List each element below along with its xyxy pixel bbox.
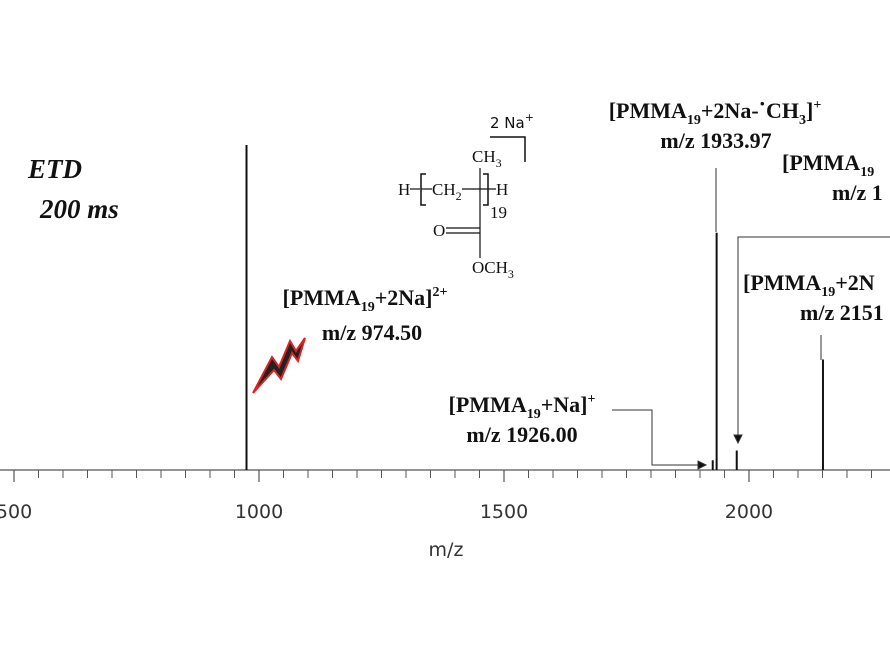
ch2: CH2	[432, 180, 462, 203]
annotation-mz: m/z 2151	[800, 300, 884, 325]
ion-label: 2 Na+	[490, 111, 534, 132]
h-left: H	[398, 180, 410, 199]
annotation-mz: m/z 1	[832, 180, 883, 205]
x-tick-label: 1500	[480, 501, 528, 523]
bracket-right	[483, 173, 489, 206]
lightning-icon	[252, 337, 306, 394]
x-axis-label: m/z	[429, 539, 464, 561]
method-time: 200 ms	[39, 194, 119, 224]
structure: 2 Na+ CH3 H CH2 H 19 O OCH3	[398, 111, 534, 281]
leader-line	[612, 409, 700, 466]
ester: OCH3	[472, 258, 514, 281]
arrow-head	[697, 460, 708, 470]
annotation-mz: m/z 1926.00	[466, 422, 577, 447]
annotation-title: [PMMA19+2Na]2+	[283, 285, 448, 315]
ion-bracket	[490, 136, 526, 162]
x-tick-label: 2000	[725, 501, 773, 523]
arrow-head	[733, 434, 743, 445]
annotation-mz: m/z 974.50	[322, 320, 422, 345]
annotation-mz: m/z 1933.97	[660, 128, 771, 153]
leaders	[612, 168, 890, 470]
x-tick-label: 500	[0, 501, 32, 523]
repeat-n: 19	[490, 203, 507, 222]
method-label: ETD	[27, 154, 82, 184]
annotation-title: [PMMA19	[782, 150, 874, 180]
annotation-title: [PMMA19+Na]+	[449, 392, 596, 422]
x-tick-label: 1000	[235, 501, 283, 523]
methyl: CH3	[472, 147, 502, 170]
annotation-title: [PMMA19+2N	[743, 270, 875, 300]
annotation-title: [PMMA19+2Na-·CH3]+	[609, 91, 822, 128]
h-right: H	[496, 180, 508, 199]
leader-line	[737, 236, 890, 436]
oxygen: O	[433, 221, 445, 240]
